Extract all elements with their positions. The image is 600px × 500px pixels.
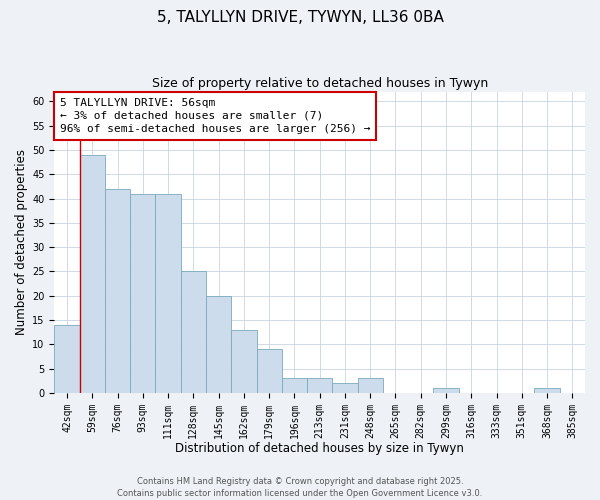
Bar (535, 388, 560, 393)
Title: Size of property relative to detached houses in Tywyn: Size of property relative to detached ho… (152, 78, 488, 90)
Bar (206, 296, 231, 393)
Bar (231, 330, 257, 393)
X-axis label: Distribution of detached houses by size in Tywyn: Distribution of detached houses by size … (175, 442, 464, 455)
Bar (181, 272, 206, 393)
Bar (105, 189, 130, 393)
Bar (55, 325, 80, 393)
Bar (433, 388, 458, 393)
Text: Contains HM Land Registry data © Crown copyright and database right 2025.
Contai: Contains HM Land Registry data © Crown c… (118, 476, 482, 498)
Y-axis label: Number of detached properties: Number of detached properties (15, 150, 28, 336)
Bar (332, 383, 358, 393)
Text: 5, TALYLLYN DRIVE, TYWYN, LL36 0BA: 5, TALYLLYN DRIVE, TYWYN, LL36 0BA (157, 10, 443, 25)
Bar (80, 155, 105, 393)
Text: 5 TALYLLYN DRIVE: 56sqm
← 3% of detached houses are smaller (7)
96% of semi-deta: 5 TALYLLYN DRIVE: 56sqm ← 3% of detached… (59, 98, 370, 134)
Bar (257, 349, 282, 393)
Bar (155, 194, 181, 393)
Bar (307, 378, 332, 393)
Bar (282, 378, 307, 393)
Bar (358, 378, 383, 393)
Bar (130, 194, 155, 393)
